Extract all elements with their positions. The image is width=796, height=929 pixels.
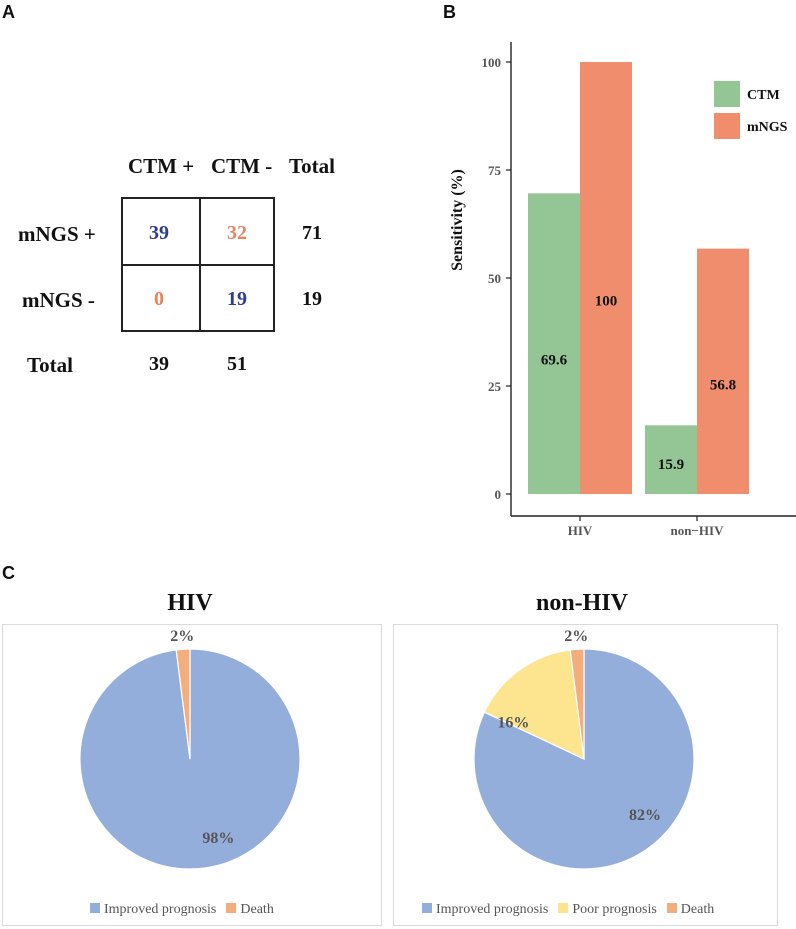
legend-swatch-improved-prognosis [422, 903, 432, 913]
pie-legend-hiv: Improved prognosis Death [80, 902, 274, 918]
pie-value-label: 82% [629, 807, 661, 824]
legend-label-death: Death [240, 902, 274, 917]
col-total-ctm-pos: 39 [149, 353, 169, 375]
bar-value-label: 56.8 [710, 378, 736, 394]
y-tick-label: 100 [482, 55, 502, 70]
pie-title-non-hiv: non-HIV [535, 590, 629, 616]
bar-mngs-0 [580, 62, 632, 494]
panel-label-c: C [2, 563, 15, 583]
col-total-ctm-neg: 51 [227, 353, 247, 375]
legend-swatch-death [666, 903, 677, 913]
legend-swatch-death [226, 903, 237, 913]
bar-mngs-1 [697, 248, 749, 494]
bar-value-label: 100 [595, 294, 618, 310]
bar-ctm-0 [528, 193, 580, 494]
pie-slice-death [175, 648, 191, 760]
col-header-ctm-neg: CTM - [211, 154, 273, 178]
pie-charts: 98% 2% 82% 16% 2% [79, 628, 695, 870]
col-header-total: Total [289, 154, 335, 178]
row-total-mngs-pos: 71 [302, 222, 322, 244]
pie-value-label: 2% [564, 628, 588, 645]
cell-ctm-pos-mngs-pos: 39 [149, 222, 169, 244]
y-tick-label: 50 [488, 271, 501, 286]
y-axis-label: Sensitivity (%) [449, 169, 466, 271]
col-header-ctm-pos: CTM + [128, 154, 195, 178]
legend-label-poor-prognosis: Poor prognosis [572, 902, 657, 917]
cell-ctm-neg-mngs-neg: 19 [227, 288, 247, 310]
bar-value-label: 15.9 [658, 457, 684, 473]
bar-chart-axes: 0 25 50 75 100 HIV non−HIV [482, 42, 796, 538]
cell-ctm-pos-mngs-neg: 0 [154, 288, 164, 310]
legend-swatch-improved-prognosis [90, 903, 100, 913]
pie-value-label: 2% [170, 628, 194, 645]
y-tick-label: 0 [495, 487, 502, 502]
legend-swatch-ctm [714, 81, 740, 107]
x-tick-label: non−HIV [671, 523, 725, 538]
y-tick-label: 25 [488, 379, 502, 394]
legend-swatch-mngs [714, 113, 740, 139]
row-header-mngs-neg: mNGS - [22, 288, 95, 312]
row-header-total: Total [27, 353, 73, 377]
pie-value-label: 16% [497, 714, 529, 731]
sensitivity-bar-chart: 0 25 50 75 100 HIV non−HIV 69.6 100 15.9 56.8 Sen… [449, 42, 796, 538]
row-header-mngs-pos: mNGS + [18, 222, 96, 246]
legend-label-mngs: mNGS [747, 120, 788, 135]
cell-ctm-neg-mngs-pos: 32 [227, 222, 247, 244]
y-tick-label: 75 [488, 163, 502, 178]
pie-non-hiv: 82% 16% 2% [473, 628, 695, 870]
legend-swatch-poor-prognosis [558, 903, 569, 913]
panel-label-a: A [2, 2, 15, 22]
pie-value-label: 98% [202, 830, 234, 847]
bar-chart-bars: 69.6 100 15.9 56.8 [528, 62, 749, 494]
pie-legend-non-hiv: Improved prognosis Poor prognosis Death [412, 902, 714, 918]
row-total-mngs-neg: 19 [302, 288, 322, 310]
pie-title-hiv: HIV [167, 590, 213, 616]
bar-chart-legend: CTM mNGS [714, 81, 788, 139]
grid-divider-horizontal [123, 264, 273, 266]
legend-label-death: Death [680, 902, 715, 917]
pie-hiv: 98% 2% [79, 628, 301, 870]
bar-value-label: 69.6 [541, 353, 568, 369]
legend-label-improved-prognosis: Improved prognosis [104, 902, 217, 917]
pie-slice-poor-prognosis [483, 649, 585, 761]
pie-slice-death [569, 648, 585, 760]
x-tick-label: HIV [568, 523, 593, 538]
legend-label-improved-prognosis: Improved prognosis [436, 902, 549, 917]
panel-label-b: B [443, 2, 456, 22]
table-grid [121, 197, 275, 332]
legend-label-ctm: CTM [747, 88, 780, 103]
bar-ctm-1 [645, 425, 697, 494]
